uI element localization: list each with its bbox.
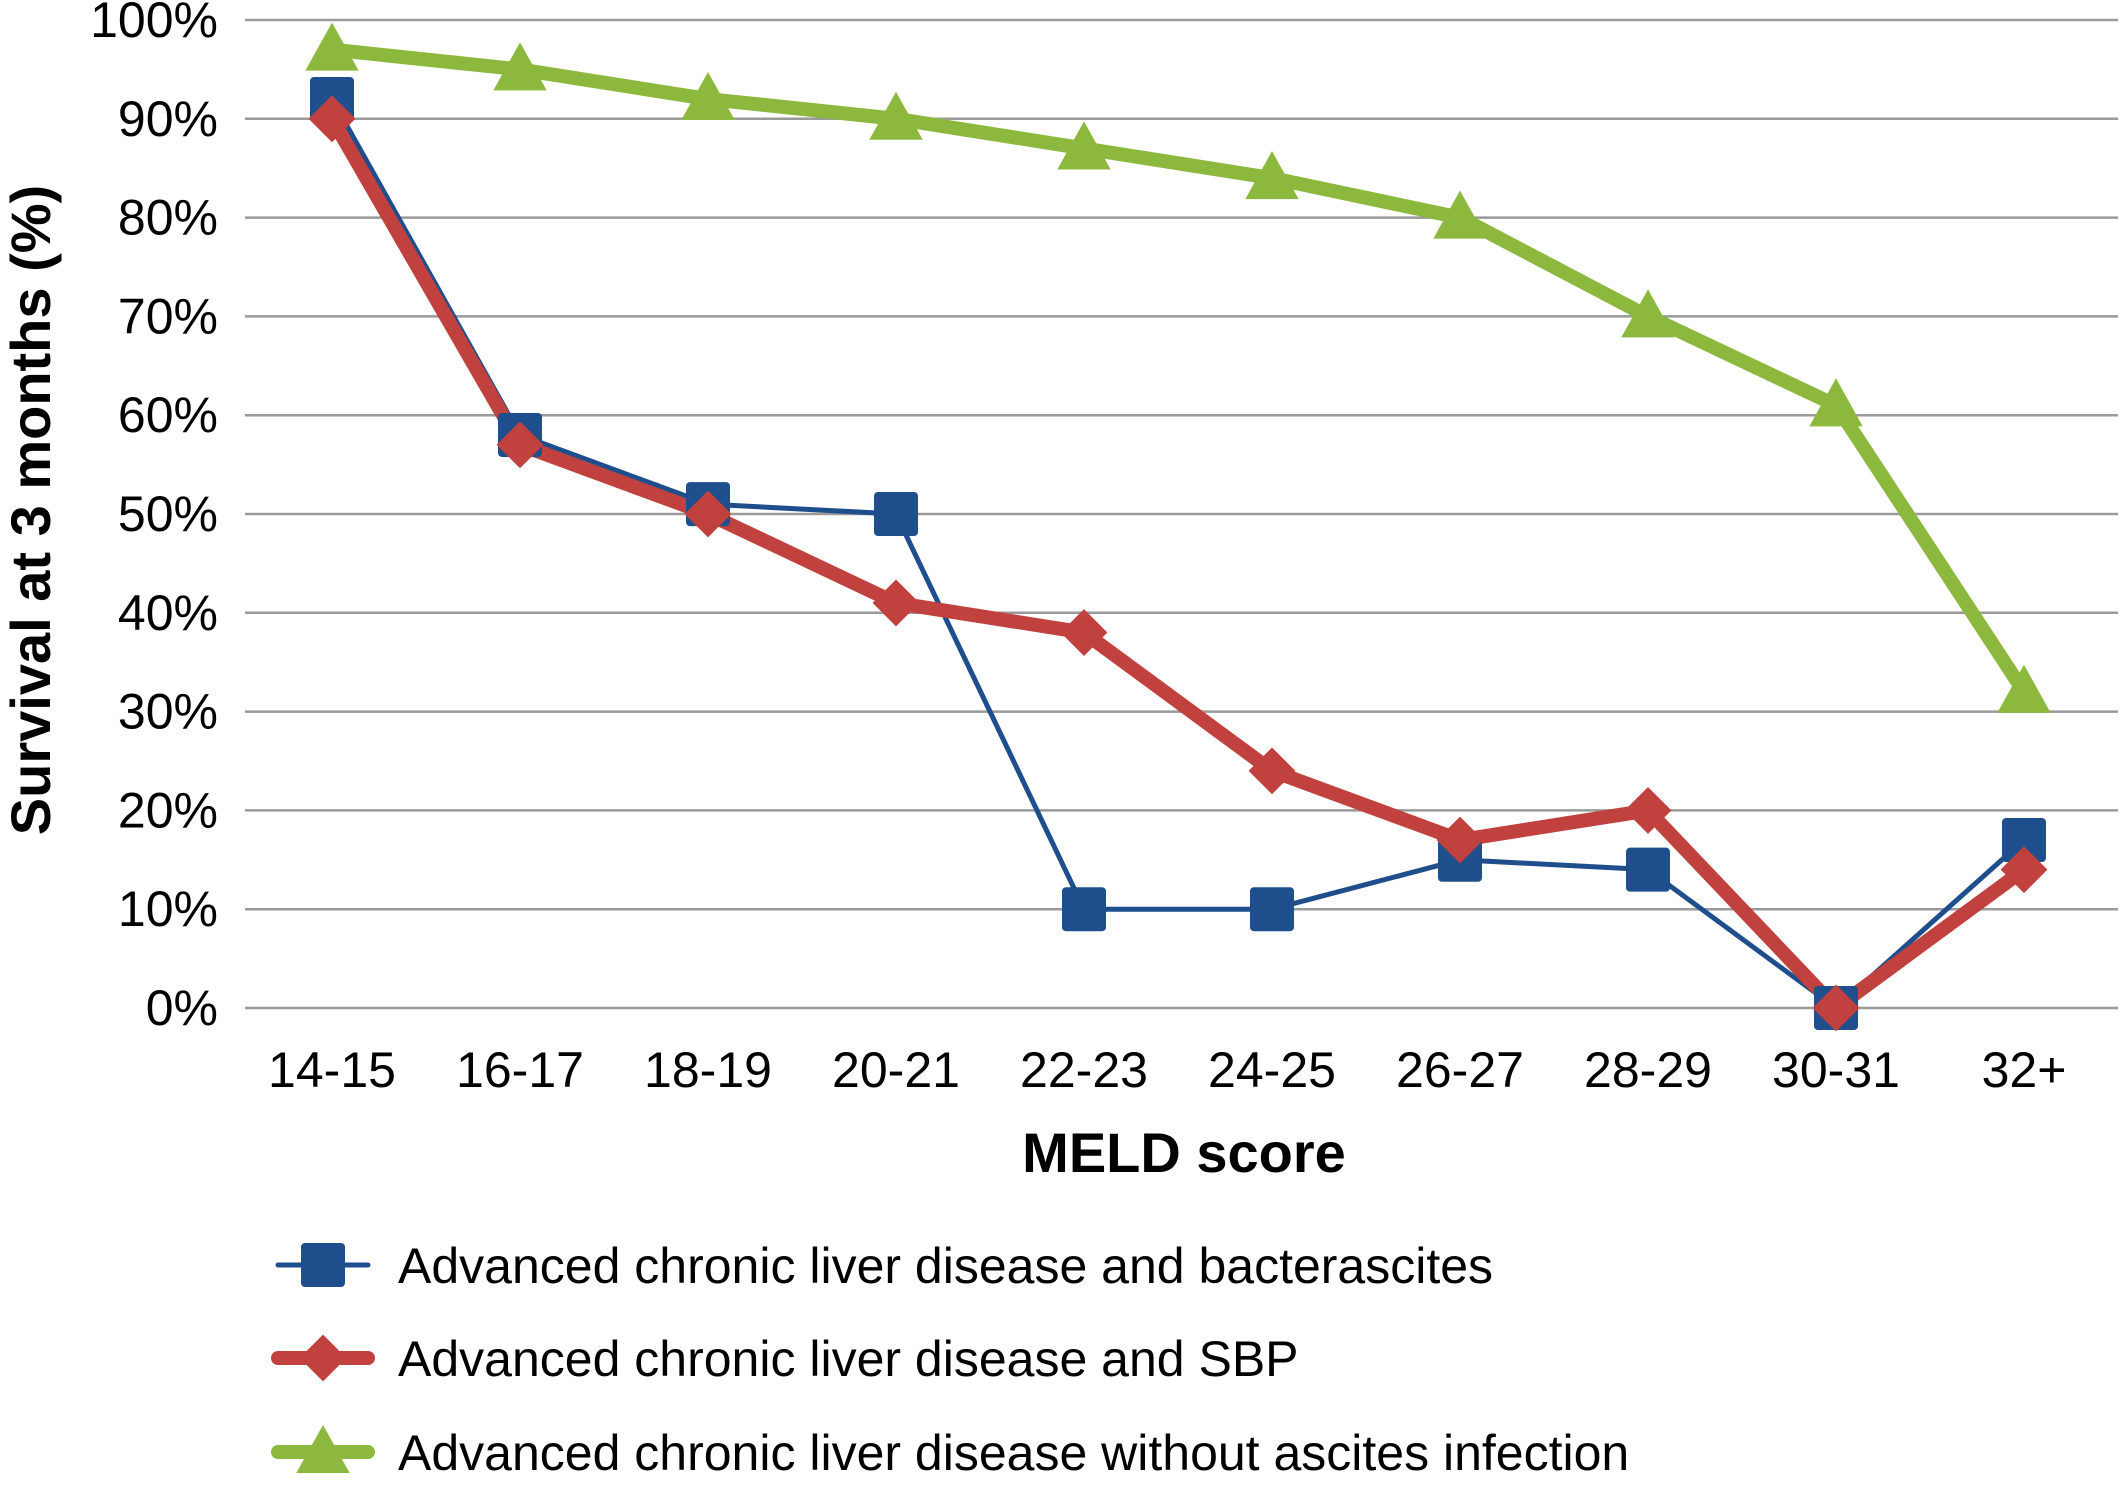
data-point-diamond: [1812, 984, 1860, 1032]
series-line: [325, 42, 2031, 699]
data-point-diamond: [496, 421, 544, 469]
y-tick-label: 30%: [118, 684, 218, 740]
series-markers: [305, 22, 2051, 1032]
x-tick-label: 16-17: [456, 1042, 584, 1098]
legend-marker-square: [301, 1243, 345, 1287]
y-tick-label: 90%: [118, 91, 218, 147]
y-tick-label: 100%: [90, 0, 218, 48]
x-tick-label: 20-21: [832, 1042, 960, 1098]
data-point-diamond: [1060, 609, 1108, 656]
y-axis-title: Survival at 3 months (%): [0, 185, 62, 835]
legend-item: Advanced chronic liver disease and SBP: [271, 1331, 1299, 1387]
data-point-triangle: [1057, 121, 1111, 170]
y-tick-label: 50%: [118, 486, 218, 542]
legend-marker-triangle: [296, 1424, 350, 1473]
data-point-diamond: [1436, 816, 1484, 864]
data-point-square: [1250, 887, 1294, 932]
x-tick-label: 32+: [1982, 1042, 2067, 1098]
x-tick-label: 28-29: [1584, 1042, 1712, 1098]
legend-marker-diamond: [299, 1334, 347, 1382]
x-axis-tick-labels: 14-15 16-17 18-19 20-21 22-23 24-25 26-27 28-29…: [268, 1042, 2066, 1098]
y-tick-label: 80%: [118, 190, 218, 246]
data-point-square: [874, 492, 918, 536]
data-point-diamond: [684, 490, 732, 538]
data-point-diamond: [872, 579, 920, 627]
data-point-diamond: [308, 95, 356, 143]
legend: Advanced chronic liver disease and bacte…: [271, 1238, 1629, 1481]
data-point-triangle: [869, 91, 923, 140]
data-point-diamond: [1624, 786, 1672, 834]
legend-label: Advanced chronic liver disease and SBP: [398, 1331, 1299, 1387]
data-point-triangle: [1433, 190, 1487, 239]
data-point-square: [1626, 847, 1670, 892]
y-tick-label: 0%: [146, 980, 218, 1036]
data-point-triangle: [305, 22, 359, 71]
data-point-diamond: [1248, 747, 1296, 795]
x-tick-label: 26-27: [1396, 1042, 1524, 1098]
x-tick-label: 14-15: [268, 1042, 396, 1098]
y-tick-label: 10%: [118, 881, 218, 937]
data-point-triangle: [681, 71, 735, 121]
legend-label: Advanced chronic liver disease and bacte…: [398, 1238, 1493, 1294]
series-lines: [325, 42, 2031, 1015]
data-point-triangle: [1809, 378, 1863, 427]
y-tick-label: 60%: [118, 387, 218, 443]
y-tick-label: 20%: [118, 782, 218, 838]
legend-label: Advanced chronic liver disease without a…: [398, 1425, 1629, 1481]
gridlines: [245, 18, 2118, 1010]
data-point-triangle: [1245, 151, 1299, 200]
series-line: [329, 96, 2027, 1011]
x-tick-label: 30-31: [1772, 1042, 1900, 1098]
legend-item: Advanced chronic liver disease without a…: [271, 1424, 1629, 1481]
legend-item: Advanced chronic liver disease and bacte…: [275, 1238, 1493, 1294]
data-point-square: [1062, 887, 1106, 932]
x-tick-label: 24-25: [1208, 1042, 1336, 1098]
data-point-triangle: [1997, 664, 2051, 713]
y-axis-tick-labels: 0% 10% 20% 30% 40% 50% 60% 70% 80% 90% 100%: [90, 0, 218, 1036]
y-tick-label: 40%: [118, 585, 218, 641]
y-tick-label: 70%: [118, 288, 218, 344]
data-point-diamond: [2000, 846, 2048, 894]
data-point-triangle: [1621, 289, 1675, 338]
x-axis-title: MELD score: [1022, 1121, 1346, 1184]
series-line: [325, 111, 2031, 1015]
x-tick-label: 22-23: [1020, 1042, 1148, 1098]
x-tick-label: 18-19: [644, 1042, 772, 1098]
data-point-triangle: [493, 42, 547, 91]
